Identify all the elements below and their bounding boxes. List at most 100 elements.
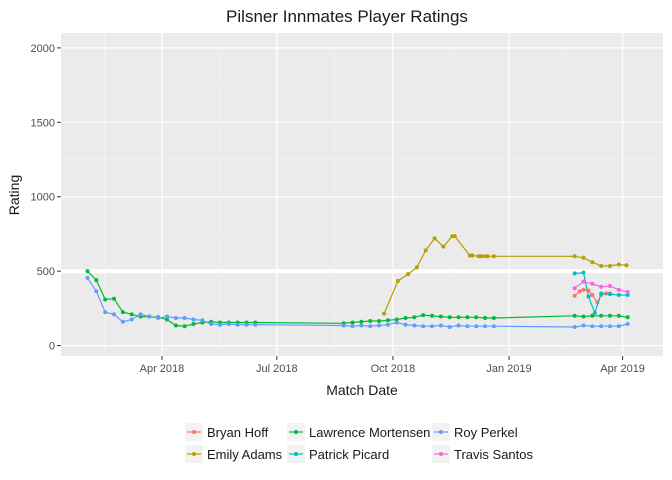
data-point-roy-perkel bbox=[474, 324, 479, 329]
legend: Bryan Hoff Emily Adams Lawrence Mortensen P… bbox=[185, 423, 533, 463]
legend-item-roy-perkel: Roy Perkel bbox=[432, 423, 518, 441]
data-point-lawrence-mortensen bbox=[368, 319, 373, 324]
series-patrick-picard bbox=[572, 270, 630, 315]
data-point-lawrence-mortensen bbox=[385, 318, 390, 323]
data-point-emily-adams bbox=[607, 263, 612, 268]
legend-label-lawrence-mortensen: Lawrence Mortensen bbox=[309, 425, 430, 440]
data-point-bryan-hoff bbox=[590, 292, 595, 297]
data-point-travis-santos bbox=[616, 287, 621, 292]
data-point-roy-perkel bbox=[394, 320, 399, 325]
data-point-lawrence-mortensen bbox=[103, 297, 108, 302]
legend-item-bryan-hoff: Bryan Hoff bbox=[185, 423, 269, 441]
legend-key-point-lawrence-mortensen bbox=[294, 430, 298, 434]
data-point-roy-perkel bbox=[385, 322, 390, 327]
series-emily-adams bbox=[382, 234, 629, 316]
x-tick-label: Jan 2019 bbox=[486, 363, 531, 375]
data-point-lawrence-mortensen bbox=[377, 319, 382, 324]
data-point-lawrence-mortensen bbox=[599, 313, 604, 318]
legend-label-emily-adams: Emily Adams bbox=[207, 447, 283, 462]
data-point-lawrence-mortensen bbox=[394, 317, 399, 322]
plot-panel bbox=[61, 33, 663, 356]
data-point-roy-perkel bbox=[599, 324, 604, 329]
legend-item-emily-adams: Emily Adams bbox=[185, 445, 283, 463]
data-point-emily-adams bbox=[485, 254, 490, 259]
data-point-roy-perkel bbox=[377, 323, 382, 328]
data-point-roy-perkel bbox=[341, 323, 346, 328]
legend-item-lawrence-mortensen: Lawrence Mortensen bbox=[287, 423, 430, 441]
legend-key-point-roy-perkel bbox=[439, 430, 443, 434]
data-point-roy-perkel bbox=[403, 322, 408, 327]
data-point-emily-adams bbox=[432, 236, 437, 241]
data-point-emily-adams bbox=[406, 272, 411, 277]
legend-key-point-bryan-hoff bbox=[192, 430, 196, 434]
data-point-emily-adams bbox=[581, 255, 586, 260]
data-point-roy-perkel bbox=[94, 289, 99, 294]
x-tick-label: Jul 2018 bbox=[256, 363, 298, 375]
y-axis: 0 500 1000 1500 2000 bbox=[31, 43, 61, 353]
legend-label-roy-perkel: Roy Perkel bbox=[454, 425, 518, 440]
data-point-roy-perkel bbox=[218, 322, 223, 327]
data-point-lawrence-mortensen bbox=[430, 313, 435, 318]
data-point-emily-adams bbox=[441, 244, 446, 249]
data-point-roy-perkel bbox=[138, 312, 143, 317]
data-point-lawrence-mortensen bbox=[191, 321, 196, 326]
series-roy-perkel bbox=[85, 275, 630, 329]
data-point-patrick-picard bbox=[581, 270, 586, 275]
data-point-emily-adams bbox=[590, 260, 595, 265]
data-point-roy-perkel bbox=[421, 324, 426, 329]
data-point-emily-adams bbox=[414, 265, 419, 270]
series-layer bbox=[85, 234, 630, 329]
data-point-roy-perkel bbox=[200, 318, 205, 323]
data-point-lawrence-mortensen bbox=[474, 315, 479, 320]
x-tick-label: Oct 2018 bbox=[371, 363, 416, 375]
data-point-roy-perkel bbox=[412, 323, 417, 328]
legend-item-travis-santos: Travis Santos bbox=[432, 445, 533, 463]
data-point-roy-perkel bbox=[572, 324, 577, 329]
data-point-roy-perkel bbox=[616, 324, 621, 329]
data-point-lawrence-mortensen bbox=[581, 314, 586, 319]
series-travis-santos bbox=[572, 279, 630, 294]
data-point-lawrence-mortensen bbox=[483, 316, 488, 321]
data-point-roy-perkel bbox=[173, 316, 178, 321]
data-point-patrick-picard bbox=[607, 292, 612, 297]
data-point-lawrence-mortensen bbox=[403, 316, 408, 321]
data-point-roy-perkel bbox=[359, 323, 364, 328]
data-point-roy-perkel bbox=[147, 314, 152, 319]
data-point-roy-perkel bbox=[483, 324, 488, 329]
legend-item-patrick-picard: Patrick Picard bbox=[287, 445, 389, 463]
data-point-lawrence-mortensen bbox=[421, 313, 426, 318]
data-point-lawrence-mortensen bbox=[607, 313, 612, 318]
data-point-travis-santos bbox=[607, 284, 612, 289]
data-point-roy-perkel bbox=[350, 324, 355, 329]
data-point-patrick-picard bbox=[616, 292, 621, 297]
data-point-roy-perkel bbox=[235, 322, 240, 327]
data-point-roy-perkel bbox=[456, 323, 461, 328]
data-point-roy-perkel bbox=[165, 314, 170, 319]
data-point-emily-adams bbox=[423, 248, 428, 253]
data-point-emily-adams bbox=[395, 278, 400, 283]
data-point-emily-adams bbox=[491, 254, 496, 259]
y-tick-label: 0 bbox=[49, 341, 55, 353]
data-point-lawrence-mortensen bbox=[129, 312, 134, 317]
data-point-roy-perkel bbox=[590, 324, 595, 329]
data-point-lawrence-mortensen bbox=[438, 314, 443, 319]
data-point-roy-perkel bbox=[491, 324, 496, 329]
data-point-emily-adams bbox=[616, 262, 621, 267]
data-point-travis-santos bbox=[590, 281, 595, 286]
legend-label-travis-santos: Travis Santos bbox=[454, 447, 533, 462]
data-point-roy-perkel bbox=[465, 324, 470, 329]
data-point-lawrence-mortensen bbox=[350, 320, 355, 325]
data-point-lawrence-mortensen bbox=[94, 278, 99, 283]
data-point-emily-adams bbox=[470, 253, 475, 258]
data-point-lawrence-mortensen bbox=[85, 269, 90, 274]
data-point-roy-perkel bbox=[438, 323, 443, 328]
data-point-lawrence-mortensen bbox=[182, 324, 187, 329]
data-point-lawrence-mortensen bbox=[412, 315, 417, 320]
data-point-roy-perkel bbox=[244, 322, 249, 327]
data-point-roy-perkel bbox=[103, 310, 108, 315]
data-point-emily-adams bbox=[452, 234, 457, 239]
data-point-patrick-picard bbox=[592, 310, 597, 315]
data-point-roy-perkel bbox=[625, 321, 630, 326]
x-tick-label: Apr 2018 bbox=[140, 363, 185, 375]
data-point-lawrence-mortensen bbox=[447, 315, 452, 320]
